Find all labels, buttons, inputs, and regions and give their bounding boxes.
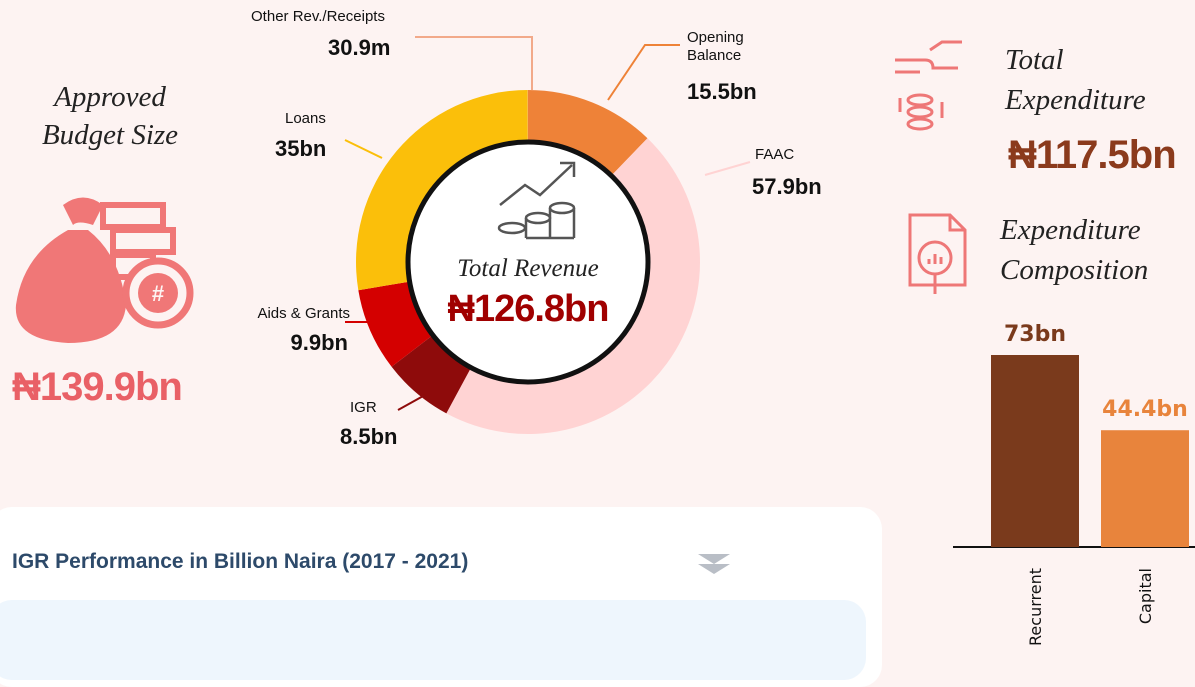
bar	[991, 355, 1079, 547]
bar-value: 44.4bn	[1102, 397, 1188, 422]
page: {"budget": {"title": "Approved Budget Si…	[0, 0, 1195, 662]
composition-chart: 73bn Recurrent 44.4bn Capital	[0, 0, 1195, 662]
bar	[1101, 430, 1189, 547]
x-tick-label: Recurrent	[1026, 568, 1045, 646]
x-tick-label: Capital	[1136, 568, 1155, 624]
bar-value: 73bn	[1004, 322, 1066, 347]
